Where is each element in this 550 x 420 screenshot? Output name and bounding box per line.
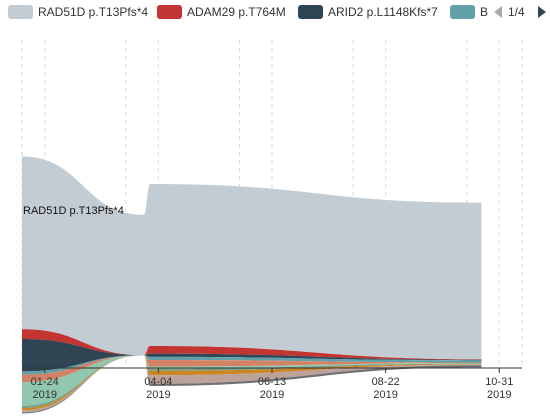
chart-legend: RAD51D p.T13Pfs*4 ADAM29 p.T764M ARID2 p.L…	[0, 0, 550, 26]
x-tick-year-label: 2019	[260, 389, 284, 401]
x-tick-label: 06-13	[258, 376, 286, 388]
legend-label: RAD51D p.T13Pfs*4	[38, 5, 149, 19]
x-tick-label: 10-31	[485, 376, 513, 388]
legend-next-page-icon[interactable]	[538, 6, 546, 18]
x-tick-label: 04-04	[144, 376, 172, 388]
river-layers	[22, 156, 482, 414]
river-layer[interactable]	[22, 355, 482, 383]
legend-swatch	[8, 5, 33, 19]
legend-swatch	[298, 5, 323, 19]
legend-swatch	[450, 5, 475, 19]
river-layer[interactable]	[22, 355, 482, 414]
river-layer[interactable]	[22, 156, 482, 360]
river-layer[interactable]	[22, 355, 482, 375]
legend-prev-page-icon[interactable]	[494, 6, 502, 18]
x-tick-year-label: 2019	[32, 389, 56, 401]
x-tick-label: 01-24	[31, 376, 59, 388]
legend-label: B	[480, 5, 489, 19]
x-tick-year-label: 2019	[146, 389, 170, 401]
legend-pager: 1/4	[494, 5, 546, 21]
x-tick-year-label: 2019	[487, 389, 511, 401]
legend-page-indicator: 1/4	[508, 5, 525, 19]
river-layer[interactable]	[22, 329, 482, 360]
series-annotation-label: RAD51D p.T13Pfs*4	[23, 205, 124, 217]
x-tick-label: 08-22	[372, 376, 400, 388]
x-tick-year-label: 2019	[373, 389, 397, 401]
legend-label: ARID2 p.L1148Kfs*7	[328, 5, 438, 19]
river-layer[interactable]	[22, 339, 482, 372]
legend-label: ADAM29 p.T764M	[187, 5, 286, 19]
legend-swatch	[157, 5, 182, 19]
